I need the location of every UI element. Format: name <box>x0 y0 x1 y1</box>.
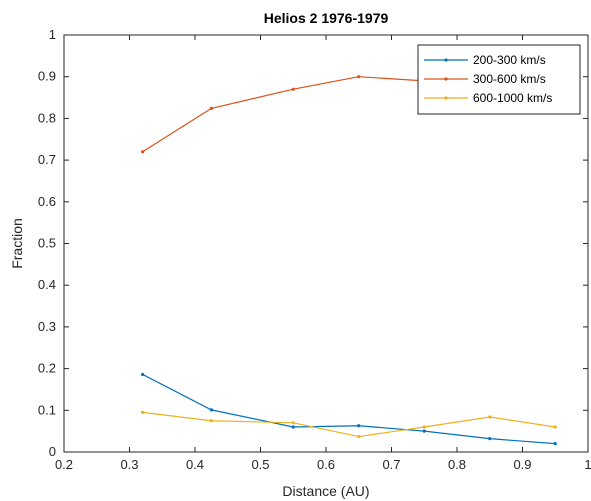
legend-marker <box>444 96 448 100</box>
legend-label: 600-1000 km/s <box>473 91 552 105</box>
y-tick-label: 0.1 <box>38 402 56 417</box>
data-point <box>357 424 361 428</box>
legend-marker <box>444 77 448 81</box>
data-point <box>291 421 295 425</box>
y-axis-label: Fraction <box>9 218 25 269</box>
x-tick-label: 0.2 <box>55 457 73 472</box>
data-point <box>141 150 145 154</box>
data-point <box>357 434 361 439</box>
y-tick-label: 0.4 <box>38 277 56 292</box>
x-axis-label: Distance (AU) <box>282 483 369 499</box>
data-point <box>141 410 145 414</box>
y-tick-label: 0.2 <box>38 361 56 376</box>
x-axis-ticks: 0.2 0.3 0.4 0.5 0.6 0.7 0.8 0.9 1 <box>55 35 591 472</box>
x-tick-label: 0.8 <box>448 457 466 472</box>
x-tick-label: 0.9 <box>513 457 531 472</box>
data-point <box>488 437 492 441</box>
y-tick-label: 0.8 <box>38 110 56 125</box>
y-tick-label: 1 <box>49 27 56 42</box>
x-tick-label: 0.6 <box>317 457 335 472</box>
data-point <box>291 425 295 429</box>
data-point <box>422 429 426 433</box>
x-tick-label: 1 <box>584 457 591 472</box>
x-tick-label: 0.5 <box>251 457 269 472</box>
legend-marker <box>444 58 448 62</box>
data-point <box>209 106 213 110</box>
y-tick-label: 0.3 <box>38 319 56 334</box>
data-point <box>209 419 213 423</box>
y-axis-ticks: 0 0.1 0.2 0.3 0.4 0.5 0.6 0.7 0.8 0.9 1 <box>38 27 588 459</box>
data-point <box>357 75 361 79</box>
legend-label: 200-300 km/s <box>473 53 546 67</box>
x-tick-label: 0.7 <box>382 457 400 472</box>
data-point <box>422 425 426 429</box>
y-tick-label: 0.7 <box>38 152 56 167</box>
data-point <box>209 408 213 412</box>
x-tick-label: 0.4 <box>186 457 204 472</box>
data-point <box>553 442 557 446</box>
legend: 200-300 km/s 300-600 km/s 600-1000 km/s <box>417 44 581 115</box>
data-point <box>553 425 557 429</box>
legend-label: 300-600 km/s <box>473 72 546 86</box>
data-point <box>488 415 492 419</box>
x-tick-label: 0.3 <box>120 457 138 472</box>
y-tick-label: 0.6 <box>38 194 56 209</box>
y-tick-label: 0.5 <box>38 236 56 251</box>
y-tick-label: 0.9 <box>38 69 56 84</box>
chart-title: Helios 2 1976-1979 <box>264 10 389 26</box>
data-point <box>291 87 295 91</box>
y-tick-label: 0 <box>49 444 56 459</box>
data-point <box>141 372 145 377</box>
